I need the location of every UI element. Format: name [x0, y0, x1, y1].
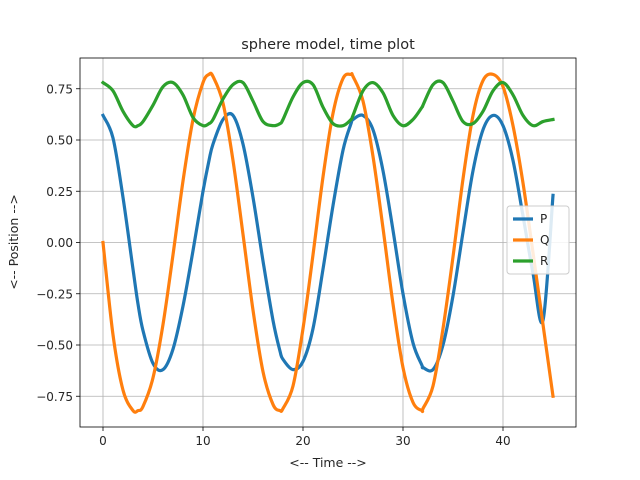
y-tick-label: 0.75 — [46, 82, 73, 96]
x-tick-label: 30 — [395, 434, 410, 448]
series-line-p — [100, 112, 555, 373]
legend-label-p: P — [540, 212, 547, 226]
legend-label-r: R — [540, 254, 548, 268]
ticks: 0 10 20 30 40 −0.75 −0.50 −0.25 0.00 0.25 0.50 0.75 — [36, 82, 510, 448]
x-tick-label: 20 — [295, 434, 310, 448]
legend-box — [506, 205, 570, 275]
y-tick-label: −0.75 — [36, 390, 73, 404]
x-tick-label: 40 — [495, 434, 510, 448]
y-axis-label: <-- Position --> — [6, 194, 21, 290]
x-tick-label: 0 — [99, 434, 107, 448]
series-lines — [100, 71, 555, 414]
y-tick-label: −0.50 — [36, 339, 73, 353]
y-tick-label: 0.00 — [46, 236, 73, 250]
y-tick-label: −0.25 — [36, 287, 73, 301]
y-tick-label: 0.50 — [46, 134, 73, 148]
chart-title: sphere model, time plot — [241, 37, 415, 53]
x-axis-label: <-- Time --> — [289, 455, 367, 470]
series-line-r — [100, 79, 555, 129]
y-tick-label: 0.25 — [46, 185, 73, 199]
legend-label-q: Q — [540, 233, 549, 247]
series-line-q — [101, 71, 555, 414]
legend: P Q R — [506, 205, 570, 275]
x-tick-label: 10 — [195, 434, 210, 448]
